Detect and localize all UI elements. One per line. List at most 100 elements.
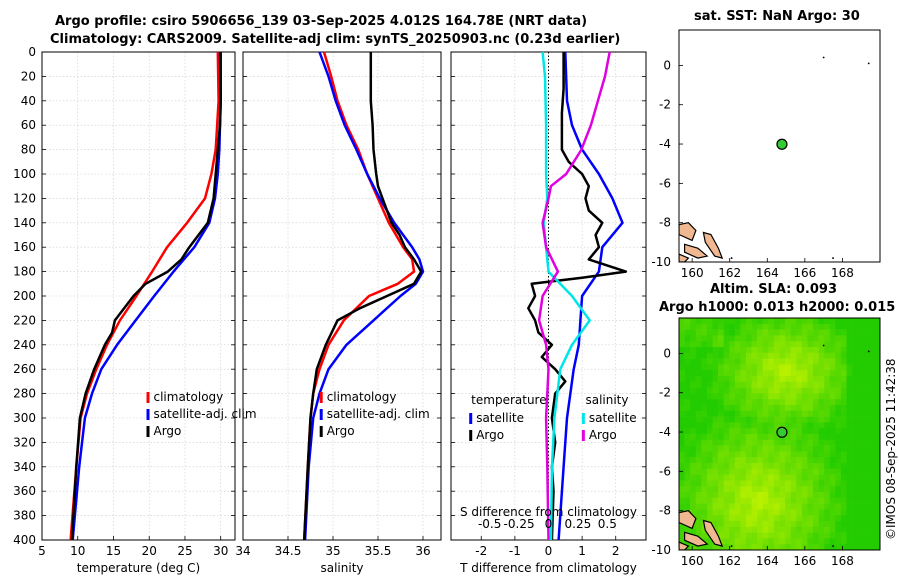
sla-cell [868,497,875,504]
sla-cell [679,341,685,348]
sla-cell [807,416,814,423]
sla-cell [796,434,803,441]
sla-cell [785,503,791,510]
sla-cell [829,387,836,394]
map-y-tick-label: -6 [659,464,671,478]
map-x-tick-label: 162 [718,266,741,280]
sla-cell [695,532,702,539]
sla-cell [857,370,864,377]
sla-cell [852,521,858,528]
sla-cell [734,486,741,493]
sla-cell [695,486,702,493]
sla-cell [846,480,853,487]
sla-cell [729,509,736,516]
sla-cell [729,416,736,423]
sla-cell [846,405,853,412]
sla-cell [846,544,853,550]
sla-cell [829,468,836,475]
sla-cell [785,364,791,371]
sla-cell [757,370,764,377]
sla-cell [863,358,870,365]
sla-cell [835,410,842,417]
sla-cell [846,323,853,330]
sla-cell [846,358,853,365]
sla-cell [874,538,880,545]
sla-cell [818,474,825,481]
sla-cell [773,497,780,504]
sla-cell [734,434,741,441]
sla-cell [818,405,825,412]
sla-cell [818,480,825,487]
sla-cell [746,480,752,487]
sla-cell [863,492,870,499]
sla-cell [690,387,697,394]
sla-cell [751,399,758,406]
sla-cell [723,428,730,435]
sla-cell [740,497,747,504]
sla-cell [729,486,736,493]
sla-cell [723,521,730,528]
sla-cell [796,463,803,470]
sla-cell [807,381,814,388]
sla-cell [690,405,697,412]
sla-cell [690,341,697,348]
sla-cell [840,451,847,458]
sla-cell [718,532,724,539]
sla-cell [706,486,713,493]
sla-cell [723,451,730,458]
sla-cell [751,468,758,475]
sla-cell [773,526,780,533]
sla-cell [762,318,769,325]
sla-cell [712,521,719,528]
sla-cell [701,405,708,412]
sla-cell [762,381,769,388]
sla-cell [740,376,747,383]
sla-cell [846,463,853,470]
sla-cell [679,376,685,383]
sla-cell [796,486,803,493]
sla-cell [684,376,691,383]
map-y-tick-label: -2 [659,386,671,400]
sla-cell [762,515,769,522]
depth-tick-label: 220 [13,313,36,327]
sla-cell [874,497,880,504]
sla-cell [852,318,858,325]
axis-frame [41,51,236,541]
sla-cell [785,521,791,528]
sla-cell [801,399,808,406]
sla-cell [706,497,713,504]
sla-cell [813,492,819,499]
sla-cell [874,318,880,325]
sla-cell [785,393,791,400]
sla-cell [824,497,831,504]
sla-cell [863,474,870,481]
sla-cell [740,335,747,342]
sla-cell [762,538,769,545]
sla-cell [701,486,708,493]
sla-cell [807,521,814,528]
sla-cell [712,428,719,435]
sla-cell [852,358,858,365]
sla-cell [846,410,853,417]
top-x-axis-label: S difference from climatology [460,505,637,519]
sla-cell [857,329,864,336]
sla-cell [740,352,747,359]
sla-cell [757,381,764,388]
sla-cell [852,399,858,406]
sla-cell [824,329,831,336]
depth-tick-label: 360 [13,484,36,498]
sla-cell [813,497,819,504]
sla-cell [768,445,775,452]
sla-cell [695,364,702,371]
sla-cell [824,474,831,481]
x-tick-label: 30 [213,544,228,558]
sla-cell [734,451,741,458]
map-y-tick-label: -10 [651,255,671,269]
sla-cell [684,364,691,371]
sla-cell [712,405,719,412]
sla-cell [712,370,719,377]
sla-cell [729,544,736,550]
sla-cell [773,463,780,470]
sla-cell [762,468,769,475]
sla-cell [852,468,858,475]
